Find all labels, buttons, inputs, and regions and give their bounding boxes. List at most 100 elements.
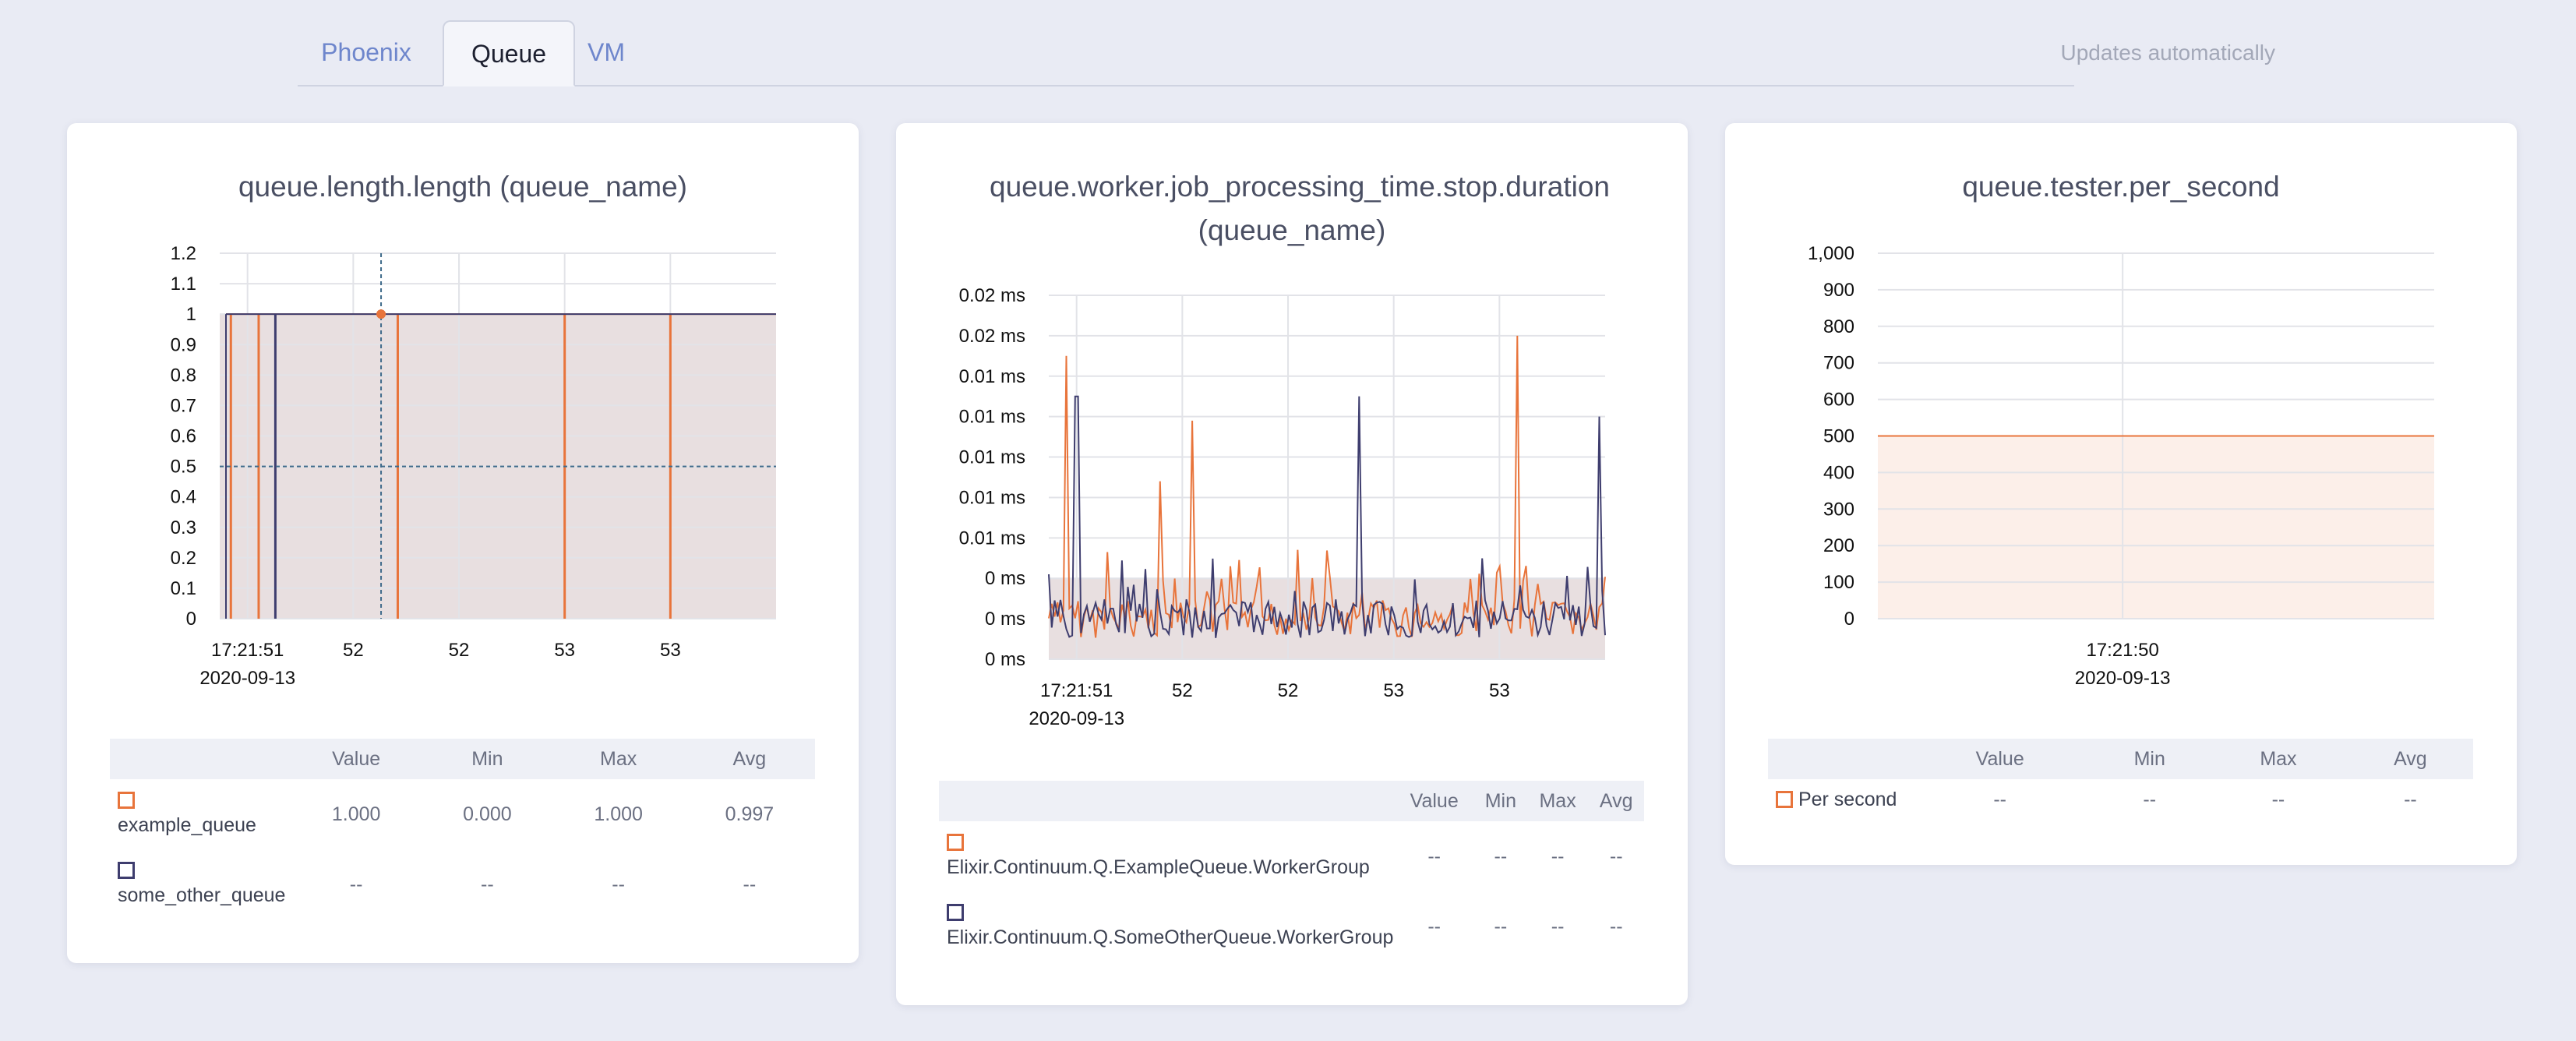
legend-label: example_queue [118, 814, 256, 836]
y-tick-label: 0 ms [985, 609, 1025, 630]
header-min: Min [2090, 739, 2210, 779]
per-second-chart[interactable]: 1,000 900 800 700 600 500 400 300 200 100 0 17:21:5… [1725, 123, 2517, 731]
series-swatch-icon [118, 862, 135, 879]
chart-title: queue.worker.job_processing_time.stop.du… [990, 171, 1610, 246]
y-tick-label: 0.8 [171, 365, 196, 386]
y-tick-label: 0 ms [985, 649, 1025, 670]
area-fill [1878, 436, 2434, 619]
y-tick-label: 0.01 ms [959, 366, 1025, 387]
min-cell: -- [1494, 915, 1508, 937]
value-cell: -- [1427, 845, 1442, 867]
job-processing-time-chart[interactable]: 0.02 ms 0.02 ms 0.01 ms 0.01 ms 0.01 ms 0.01 … [896, 123, 1688, 770]
chart-title: queue.length.length (queue_name) [238, 171, 687, 203]
min-cell: 0.000 [463, 803, 512, 825]
y-tick-label: 900 [1823, 280, 1854, 301]
y-tick-label: 1 [186, 304, 196, 325]
x-tick-label: 17:21:51 [1040, 680, 1113, 701]
x-tick-label: 17:21:50 [2086, 640, 2158, 661]
avg-cell: -- [2404, 788, 2417, 810]
x-tick-label: 52 [343, 640, 364, 661]
legend-table: Value Min Max Avg Elixir.Continuum.Q.Exa… [939, 781, 1644, 962]
legend-series[interactable]: example_queue [110, 779, 291, 849]
series-swatch-icon [947, 904, 964, 921]
x-date-label: 2020-09-13 [199, 668, 295, 689]
x-tick-label: 53 [1383, 680, 1404, 701]
legend-row[interactable]: Per second -- -- -- -- [1768, 779, 2473, 820]
legend-row[interactable]: Elixir.Continuum.Q.SomeOtherQueue.Worker… [939, 891, 1644, 962]
y-tick-label: 0.01 ms [959, 487, 1025, 508]
legend-label: Elixir.Continuum.Q.SomeOtherQueue.Worker… [947, 926, 1394, 948]
legend-table: Value Min Max Avg example_queue 1.000 0.… [110, 739, 815, 919]
y-tick-label: 0.7 [171, 395, 196, 416]
auto-update-status: Updates automatically [2060, 41, 2275, 65]
y-tick-label: 0.01 ms [959, 528, 1025, 549]
min-cell: -- [1494, 845, 1508, 867]
header-series [939, 781, 1395, 821]
header-min: Min [422, 739, 553, 779]
chart-card-queue-length: queue.length.length (queue_name) 1.2 1.1 1… [67, 123, 859, 963]
header-value: Value [291, 739, 422, 779]
tab-vm[interactable]: VM [588, 38, 625, 66]
series-swatch-icon [947, 834, 964, 851]
queue-length-chart[interactable]: 1.2 1.1 1 0.9 0.8 0.7 0.6 0.5 0.4 0.3 0.2 0.1 0 17:21… [67, 123, 859, 731]
legend-row[interactable]: some_other_queue -- -- -- -- [110, 849, 815, 919]
y-tick-label: 0.6 [171, 426, 196, 447]
value-cell: 1.000 [331, 803, 381, 825]
y-tick-label: 1.2 [171, 243, 196, 264]
y-tick-label: 200 [1823, 535, 1854, 556]
chart-card-per-second: queue.tester.per_second 1,000 900 800 700 60… [1725, 123, 2517, 865]
header-series [1768, 739, 1910, 779]
series-line [1048, 395, 1606, 638]
tab-phoenix[interactable]: Phoenix [321, 38, 411, 66]
value-cell: -- [1993, 788, 2007, 810]
header-value: Value [1910, 739, 2091, 779]
legend-series[interactable]: Per second [1768, 779, 1910, 820]
avg-cell: -- [1609, 845, 1623, 867]
x-tick-label: 52 [1278, 680, 1299, 701]
legend-series[interactable]: some_other_queue [110, 849, 291, 919]
header-avg: Avg [2347, 739, 2473, 779]
x-date-label: 2020-09-13 [2075, 668, 2171, 689]
legend-row[interactable]: Elixir.Continuum.Q.ExampleQueue.WorkerGr… [939, 821, 1644, 891]
x-tick-label: 17:21:51 [211, 640, 284, 661]
legend-series[interactable]: Elixir.Continuum.Q.SomeOtherQueue.Worker… [939, 891, 1394, 962]
tab-queue[interactable]: Queue [443, 20, 575, 86]
header-avg: Avg [683, 739, 815, 779]
y-tick-label: 1,000 [1808, 243, 1854, 264]
min-cell: -- [481, 873, 494, 895]
y-tick-label: 300 [1823, 499, 1854, 520]
y-tick-label: 600 [1823, 390, 1854, 411]
tab-bar: Phoenix Queue VM [298, 20, 2074, 86]
legend-series[interactable]: Elixir.Continuum.Q.ExampleQueue.WorkerGr… [939, 821, 1394, 891]
y-tick-label: 0 [1844, 609, 1854, 630]
y-tick-label: 700 [1823, 353, 1854, 374]
x-tick-label: 52 [1172, 680, 1193, 701]
max-cell: -- [2271, 788, 2285, 810]
legend-row[interactable]: example_queue 1.000 0.000 1.000 0.997 [110, 779, 815, 849]
y-tick-label: 0.1 [171, 578, 196, 599]
header-min: Min [1473, 781, 1527, 821]
y-tick-label: 0.2 [171, 548, 196, 569]
x-tick-label: 53 [1489, 680, 1510, 701]
min-cell: -- [2143, 788, 2157, 810]
avg-cell: -- [1609, 915, 1623, 937]
hover-point [376, 309, 386, 319]
x-tick-label: 52 [449, 640, 470, 661]
y-tick-label: 0.01 ms [959, 407, 1025, 428]
legend-table: Value Min Max Avg Per second -- -- -- -- [1768, 739, 2473, 820]
header-max: Max [2209, 739, 2348, 779]
x-tick-label: 53 [554, 640, 575, 661]
value-cell: -- [349, 873, 363, 895]
y-tick-label: 0.4 [171, 487, 196, 508]
y-tick-label: 400 [1823, 462, 1854, 483]
max-cell: 1.000 [594, 803, 643, 825]
chart-card-job-processing-time: queue.worker.job_processing_time.stop.du… [896, 123, 1688, 1005]
header-max: Max [1526, 781, 1589, 821]
x-date-label: 2020-09-13 [1029, 708, 1124, 729]
y-tick-label: 800 [1823, 316, 1854, 337]
y-tick-label: 0.02 ms [959, 326, 1025, 347]
series-swatch-icon [1776, 791, 1793, 809]
max-cell: -- [612, 873, 625, 895]
header-series [110, 739, 291, 779]
y-tick-label: 0 ms [985, 568, 1025, 589]
